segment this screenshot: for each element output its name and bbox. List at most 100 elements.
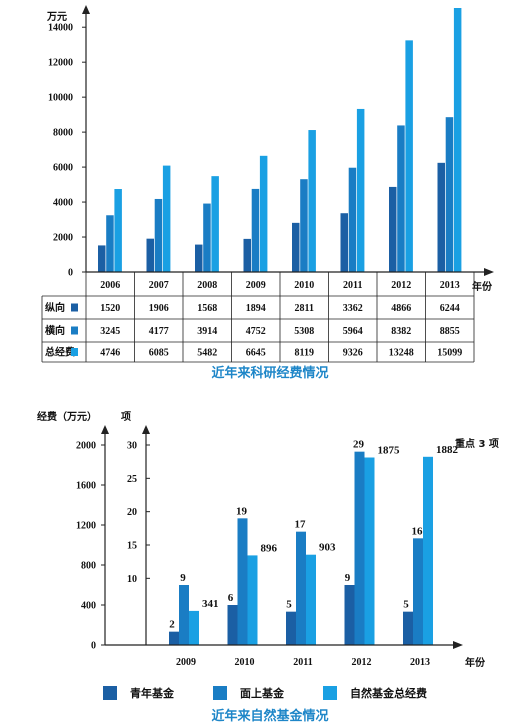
chart2-legend: 青年基金 面上基金 自然基金总经费 bbox=[103, 686, 427, 700]
chart2-ylabel-right: 项 bbox=[121, 411, 131, 423]
chart1-bar-总经费-2009 bbox=[259, 155, 268, 272]
chart1-bar-横向-2012 bbox=[397, 125, 405, 273]
chart2-legend-swatch bbox=[323, 686, 337, 700]
chart1-table-cell: 8119 bbox=[295, 348, 314, 359]
chart1-ytick-label: 0 bbox=[68, 268, 73, 279]
chart1-bar-总经费-2013 bbox=[453, 8, 462, 272]
chart2-data-label: 29 bbox=[353, 439, 365, 451]
chart1-table-cell: 8855 bbox=[440, 326, 460, 337]
chart1-category-label: 2006 bbox=[100, 280, 120, 291]
chart2-legend-label: 面上基金 bbox=[240, 686, 285, 700]
chart2-left-tick-label: 400 bbox=[81, 601, 96, 612]
chart2-left-tick-label: 0 bbox=[91, 641, 96, 652]
chart1-bar-横向-2011 bbox=[348, 167, 357, 272]
chart1-table-cell: 3245 bbox=[100, 326, 120, 337]
chart1-xlabel: 年份 bbox=[472, 280, 493, 293]
chart1-table-cell: 6085 bbox=[149, 348, 169, 359]
chart2-data-label: 6 bbox=[228, 592, 234, 604]
chart2-left-tick-label: 2000 bbox=[76, 441, 96, 452]
chart2-bar-青年基金-2012 bbox=[344, 585, 355, 645]
chart2-left-tick-label: 1600 bbox=[76, 481, 96, 492]
chart1-bar-总经费-2011 bbox=[356, 108, 365, 273]
chart1-bar-纵向-2010 bbox=[292, 222, 300, 272]
chart1-ytick-label: 12000 bbox=[48, 58, 73, 69]
chart1-table-cell: 6645 bbox=[246, 348, 266, 359]
chart2-data-label: 17 bbox=[295, 519, 307, 531]
chart1-bar-总经费-2007 bbox=[162, 165, 171, 272]
chart2-right-tick-label: 15 bbox=[127, 541, 137, 552]
chart2-title: 近年来自然基金情况 bbox=[211, 708, 328, 724]
chart2-data-label: 903 bbox=[319, 542, 336, 554]
chart1-ytick-label: 10000 bbox=[48, 93, 73, 104]
chart1-table-cell: 8382 bbox=[391, 326, 411, 337]
chart2-left-tick-label: 800 bbox=[81, 561, 96, 572]
chart1-bar-横向-2009 bbox=[251, 188, 260, 272]
chart1-data-table: 2006 2007 2008 2009 2010 2011 2012 2013 纵向 1520 19… bbox=[41, 271, 475, 363]
chart1-bars bbox=[98, 8, 462, 273]
chart1-table-cell: 4752 bbox=[246, 326, 266, 337]
chart1-table-cell: 4866 bbox=[391, 303, 411, 314]
chart2-note: 重点 3 项 bbox=[455, 437, 499, 450]
chart1-y-axis-arrow bbox=[82, 5, 90, 14]
chart1-table-cell: 1568 bbox=[197, 303, 217, 314]
chart2-bar-自然基金总经费-2010 bbox=[247, 555, 258, 645]
chart1-bar-总经费-2012 bbox=[405, 40, 413, 272]
chart2-bar-青年基金-2009 bbox=[169, 631, 179, 645]
chart2-data-label: 16 bbox=[412, 525, 424, 537]
chart1-bar-纵向-2011 bbox=[340, 213, 348, 272]
chart2-left-axis-arrow bbox=[101, 425, 109, 434]
chart2-data-label: 1882 bbox=[436, 444, 459, 456]
chart1-title: 近年来科研经费情况 bbox=[211, 365, 328, 381]
chart1-bar-纵向-2009 bbox=[243, 238, 251, 272]
chart1-table-cell: 4177 bbox=[149, 326, 169, 337]
chart1-bar-纵向-2007 bbox=[146, 238, 154, 272]
chart2-right-tick-label: 25 bbox=[127, 474, 137, 485]
chart1-ytick-label: 14000 bbox=[48, 23, 73, 34]
chart1-table-cell: 1520 bbox=[100, 303, 120, 314]
chart1-category-label: 2008 bbox=[197, 280, 217, 291]
chart1-table-cell: 5482 bbox=[197, 348, 217, 359]
chart1-legend-swatch bbox=[71, 326, 78, 335]
chart2-category-label: 2013 bbox=[410, 657, 430, 668]
chart1-table-cell: 5308 bbox=[294, 326, 314, 337]
chart1-legend-swatch bbox=[71, 303, 78, 312]
chart2-bar-青年基金-2013 bbox=[403, 611, 413, 645]
chart1-bar-横向-2010 bbox=[300, 179, 308, 272]
chart1-bar-总经费-2006 bbox=[114, 189, 122, 272]
chart1-category-label: 2013 bbox=[440, 280, 460, 291]
chart1-ylabel: 万元 bbox=[46, 11, 67, 23]
chart2-bar-青年基金-2010 bbox=[227, 605, 238, 645]
chart2-bar-自然基金总经费-2013 bbox=[423, 456, 433, 645]
chart1-category-label: 2010 bbox=[294, 280, 314, 291]
chart1-bar-纵向-2006 bbox=[98, 245, 106, 272]
chart1-bar-横向-2013 bbox=[445, 117, 454, 272]
chart1-category-label: 2011 bbox=[343, 280, 362, 291]
chart2-data-label: 9 bbox=[345, 572, 351, 584]
chart2-bar-自然基金总经费-2011 bbox=[306, 554, 316, 645]
chart2-legend-label: 自然基金总经费 bbox=[350, 686, 427, 700]
chart2-data-label: 341 bbox=[202, 598, 219, 610]
chart2-data-label: 19 bbox=[236, 505, 248, 517]
chart1-bar-总经费-2010 bbox=[308, 130, 316, 272]
chart2-right-tick-label: 20 bbox=[127, 507, 137, 518]
chart1-legend-label: 横向 bbox=[45, 324, 65, 337]
chart2-bar-自然基金总经费-2009 bbox=[189, 610, 199, 645]
chart2-right-axis-arrow bbox=[142, 425, 150, 434]
chart2-data-label: 1875 bbox=[378, 445, 401, 457]
chart1-table-cell: 6244 bbox=[440, 303, 460, 314]
chart2-data-label: 896 bbox=[261, 542, 278, 554]
chart1-category-label: 2007 bbox=[149, 280, 169, 291]
chart2-bar-面上基金-2013 bbox=[413, 538, 423, 645]
chart1-table-cell: 15099 bbox=[437, 348, 462, 359]
chart2-data-label: 5 bbox=[403, 599, 409, 611]
chart2-bar-面上基金-2012 bbox=[354, 451, 365, 645]
chart1-table-cell: 9326 bbox=[343, 348, 363, 359]
chart2-ticks: 0 400 800 1200 1600 2000 10 15 20 25 30 bbox=[76, 441, 150, 652]
chart1-category-label: 2012 bbox=[391, 280, 411, 291]
chart1-legend-swatch bbox=[71, 348, 78, 356]
chart1-bar-纵向-2008 bbox=[195, 244, 203, 272]
chart2-bar-面上基金-2011 bbox=[296, 531, 306, 645]
chart1-legend-label: 总经费 bbox=[45, 346, 75, 359]
chart1-ytick-label: 6000 bbox=[53, 163, 73, 174]
